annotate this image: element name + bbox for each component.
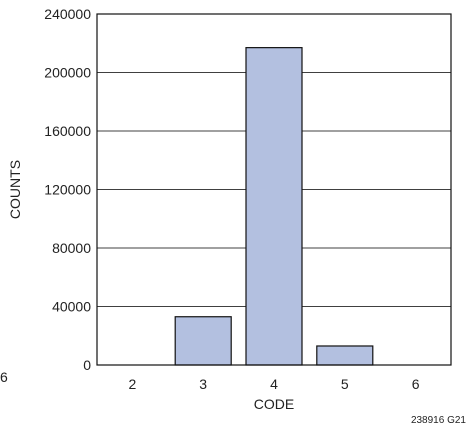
x-tick-label: 3 <box>199 376 207 392</box>
y-tick-labels: 0 40000 80000 120000 160000 200000 240000 <box>44 6 91 373</box>
x-tick-labels: 2 3 4 5 6 <box>129 376 420 392</box>
y-tick-label: 80000 <box>52 240 91 256</box>
plot-frame <box>96 13 452 366</box>
x-tick-label: 6 <box>412 376 420 392</box>
bar-5 <box>316 345 374 366</box>
x-tick-label: 5 <box>341 376 349 392</box>
y-tick-label: 200000 <box>44 65 91 81</box>
x-tick-label: 2 <box>129 376 137 392</box>
y-tick-label: 120000 <box>44 182 91 198</box>
stray-label: 6 <box>0 369 8 385</box>
y-tick-label: 0 <box>83 357 91 373</box>
bar-3 <box>174 316 232 366</box>
bars <box>174 47 374 366</box>
y-tick-label: 240000 <box>44 6 91 22</box>
y-tick-label: 40000 <box>52 299 91 315</box>
figure-id: 238916 G21 <box>411 415 466 426</box>
x-axis-label: CODE <box>254 396 294 412</box>
bar-4 <box>245 47 303 366</box>
y-tick-label: 160000 <box>44 123 91 139</box>
y-axis-label: COUNTS <box>7 160 23 219</box>
x-tick-label: 4 <box>270 376 278 392</box>
